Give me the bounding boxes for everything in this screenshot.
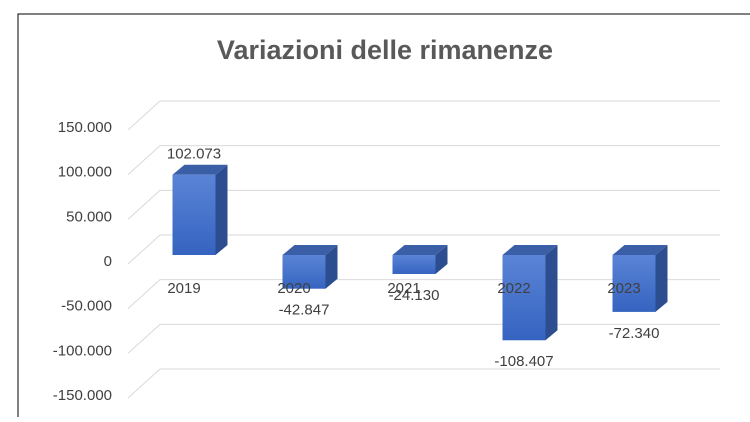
bar-top <box>282 245 338 255</box>
x-tick-label: 2021 <box>387 280 420 297</box>
bar <box>502 255 546 341</box>
grid-line <box>127 145 720 176</box>
x-tick-label: 2023 <box>607 280 640 297</box>
x-tick-label: 2020 <box>277 280 310 297</box>
bar-side <box>215 164 228 255</box>
bar-side <box>655 245 668 312</box>
y-tick-label: 100.000 <box>58 164 112 181</box>
data-label: -24.130 <box>389 287 440 304</box>
data-label: 102.073 <box>167 146 221 163</box>
bar-top <box>172 164 228 175</box>
y-tick-label: -150.000 <box>53 387 112 404</box>
bar-top <box>502 245 558 255</box>
bar-top <box>392 245 448 255</box>
chart-frame <box>17 13 750 422</box>
grid-line <box>127 234 720 265</box>
grid-line <box>127 100 720 131</box>
y-tick-label: 0 <box>104 253 112 270</box>
bar <box>392 255 436 274</box>
grid-line <box>127 368 720 399</box>
x-tick-label: 2022 <box>497 280 530 297</box>
bar <box>282 255 326 289</box>
y-tick-label: 150.000 <box>58 119 112 136</box>
y-tick-label: -100.000 <box>53 342 112 359</box>
bar-side <box>325 245 338 289</box>
bar-side <box>545 245 558 341</box>
data-label: -42.847 <box>279 302 330 319</box>
bar <box>172 174 216 255</box>
data-label: -72.340 <box>609 325 660 342</box>
bar-side <box>435 245 448 274</box>
y-tick-label: -50.000 <box>61 298 112 315</box>
x-tick-label: 2019 <box>167 280 200 297</box>
grid-line <box>127 189 720 220</box>
bar-top <box>612 245 668 255</box>
bar <box>612 255 656 312</box>
data-label: -108.407 <box>494 353 553 370</box>
y-tick-label: 50.000 <box>66 208 112 225</box>
chart-title: Variazioni delle rimanenze <box>217 35 553 65</box>
